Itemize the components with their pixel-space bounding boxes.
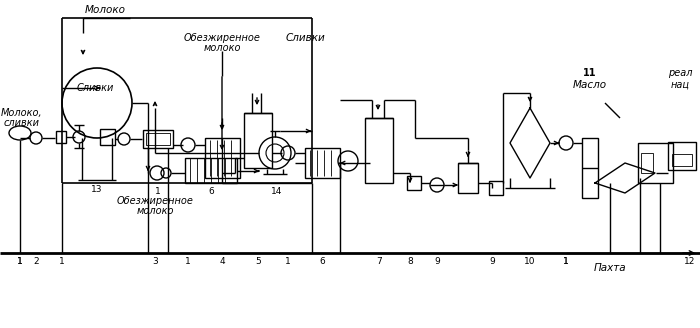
- Bar: [305, 148, 340, 178]
- Text: 1: 1: [285, 256, 291, 265]
- Bar: [458, 163, 478, 193]
- Bar: [244, 113, 272, 168]
- Text: 5: 5: [255, 256, 261, 265]
- Text: 1: 1: [59, 256, 65, 265]
- Text: молоко: молоко: [136, 206, 174, 216]
- Bar: [489, 181, 503, 195]
- Text: Пахта: Пахта: [594, 263, 626, 273]
- Text: 2: 2: [33, 256, 38, 265]
- Text: нац: нац: [671, 80, 690, 90]
- Bar: [100, 129, 115, 145]
- Text: 1: 1: [563, 256, 569, 265]
- Text: 10: 10: [524, 256, 536, 265]
- Bar: [185, 158, 237, 183]
- Bar: [143, 130, 173, 148]
- Text: Молоко: Молоко: [85, 5, 125, 15]
- Text: 14: 14: [272, 187, 283, 195]
- Text: Обезжиренное: Обезжиренное: [117, 196, 193, 206]
- Text: 1: 1: [17, 256, 23, 265]
- Bar: [668, 142, 696, 170]
- Text: молоко: молоко: [203, 43, 241, 53]
- Bar: [407, 176, 421, 190]
- Text: 1: 1: [563, 256, 569, 265]
- Text: реал: реал: [668, 68, 692, 78]
- Bar: [56, 131, 66, 143]
- Text: 3: 3: [152, 256, 158, 265]
- Text: 7: 7: [376, 256, 382, 265]
- Text: Сливки: Сливки: [76, 83, 113, 93]
- Text: 9: 9: [489, 256, 495, 265]
- Text: 13: 13: [91, 186, 103, 195]
- Text: 1: 1: [17, 256, 23, 265]
- Text: 1: 1: [155, 187, 161, 195]
- Text: Масло: Масло: [573, 80, 607, 90]
- Bar: [582, 138, 598, 198]
- Text: сливки: сливки: [4, 118, 40, 128]
- Text: Обезжиренное: Обезжиренное: [183, 33, 260, 43]
- Text: 9: 9: [434, 256, 440, 265]
- Text: 1: 1: [185, 256, 191, 265]
- Bar: [672, 154, 692, 166]
- Bar: [641, 153, 653, 173]
- Text: 12: 12: [685, 256, 696, 265]
- Text: 8: 8: [407, 256, 413, 265]
- Text: 6: 6: [208, 187, 214, 195]
- Bar: [638, 143, 673, 183]
- Text: 4: 4: [219, 256, 225, 265]
- Bar: [146, 133, 170, 145]
- Bar: [365, 118, 393, 183]
- Text: Сливки: Сливки: [285, 33, 325, 43]
- Bar: [205, 138, 240, 178]
- Text: Молоко,: Молоко,: [1, 108, 43, 118]
- Text: 11: 11: [583, 68, 596, 78]
- Text: 6: 6: [319, 256, 325, 265]
